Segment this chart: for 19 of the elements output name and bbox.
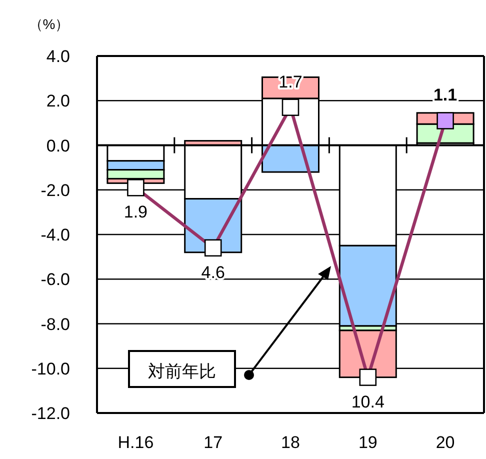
- x-tick-label: 17: [204, 433, 223, 452]
- y-tick-label: -12.0: [31, 404, 70, 423]
- y-tick-label: -10.0: [31, 359, 70, 378]
- annotation: 対前年比: [148, 362, 216, 381]
- y-tick-label: 2.0: [46, 92, 70, 111]
- y-tick-label: 4.0: [46, 47, 70, 66]
- y-tick-label: -2.0: [40, 180, 70, 200]
- annotation: 4.6: [201, 262, 225, 282]
- annotation: 10.4: [351, 392, 384, 412]
- x-tick-label: H.16: [118, 433, 154, 452]
- x-tick-label: 18: [281, 433, 300, 452]
- y-tick-label: -8.0: [40, 314, 70, 334]
- y-tick-label: -6.0: [40, 270, 70, 290]
- y-tick-label: 0.0: [46, 136, 70, 156]
- x-tick-label: 19: [358, 433, 378, 452]
- y-axis-title: （%）: [28, 16, 70, 32]
- y-tick-label: -4.0: [40, 226, 70, 244]
- annotation: 1.9: [124, 202, 148, 222]
- x-tick-label: 20: [436, 433, 455, 452]
